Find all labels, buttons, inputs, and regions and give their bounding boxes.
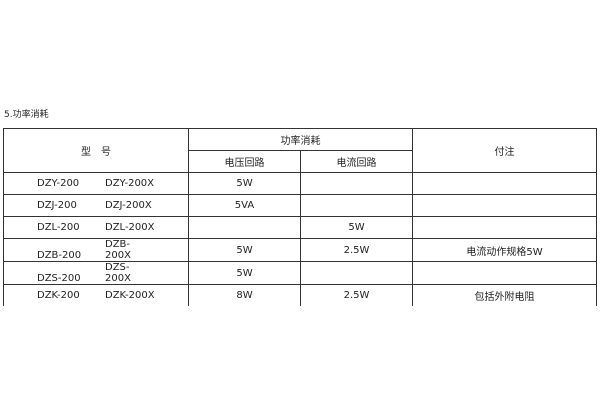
cell-model: DZJ-200 DZJ-200X — [3, 194, 189, 217]
table-row: DZS-200 DZS-200X 5W — [3, 261, 597, 285]
cell-voltage: 5VA — [188, 194, 301, 217]
cell-current — [300, 172, 413, 195]
header-voltage: 电压回路 — [188, 150, 301, 173]
table-row: DZL-200 DZL-200X 5W — [3, 216, 597, 239]
cell-current: 5W — [300, 216, 413, 239]
cell-current — [300, 261, 413, 285]
header-model: 型 号 — [3, 128, 189, 173]
section-title: 5.功率消耗 — [4, 110, 49, 120]
model-b: DZY-200X — [105, 178, 155, 189]
model-b: DZJ-200X — [105, 200, 152, 211]
cell-note — [412, 172, 597, 195]
cell-model: DZL-200 DZL-200X — [3, 216, 189, 239]
power-consumption-table: 型 号 功率消耗 付注 电压回路 电流回路 DZY-200 DZY-200X 5W… — [3, 128, 597, 306]
model-a: DZS-200 — [37, 273, 81, 284]
cell-voltage: 8W — [188, 284, 301, 306]
model-a: DZL-200 — [37, 222, 80, 233]
cell-note: 包括外附电阻 — [412, 284, 597, 306]
cell-current — [300, 194, 413, 217]
cell-model: DZB-200 DZB-200X — [3, 238, 189, 262]
cell-note — [412, 194, 597, 217]
cell-note — [412, 216, 597, 239]
header-current: 电流回路 — [300, 150, 413, 173]
cell-voltage: 5W — [188, 172, 301, 195]
model-a: DZJ-200 — [37, 200, 77, 211]
header-note: 付注 — [412, 128, 597, 173]
cell-note: 电流动作规格5W — [412, 238, 597, 262]
table-row: DZB-200 DZB-200X 5W 2.5W 电流动作规格5W — [3, 238, 597, 262]
model-b: DZK-200X — [105, 290, 155, 301]
header-power: 功率消耗 — [188, 128, 413, 151]
cell-model: DZK-200 DZK-200X — [3, 284, 189, 306]
model-a: DZY-200 — [37, 178, 80, 189]
table-row: DZK-200 DZK-200X 8W 2.5W 包括外附电阻 — [3, 284, 597, 306]
cell-model: DZS-200 DZS-200X — [3, 261, 189, 285]
cell-current: 2.5W — [300, 284, 413, 306]
model-b: DZL-200X — [105, 222, 155, 233]
model-b: DZS-200X — [105, 262, 131, 284]
model-a: DZB-200 — [37, 250, 82, 261]
cell-voltage — [188, 216, 301, 239]
model-b: DZB-200X — [105, 239, 131, 261]
cell-voltage: 5W — [188, 238, 301, 262]
table-row: DZY-200 DZY-200X 5W — [3, 172, 597, 195]
cell-current: 2.5W — [300, 238, 413, 262]
cell-note — [412, 261, 597, 285]
cell-model: DZY-200 DZY-200X — [3, 172, 189, 195]
table-row: DZJ-200 DZJ-200X 5VA — [3, 194, 597, 217]
cell-voltage: 5W — [188, 261, 301, 285]
model-a: DZK-200 — [37, 290, 80, 301]
